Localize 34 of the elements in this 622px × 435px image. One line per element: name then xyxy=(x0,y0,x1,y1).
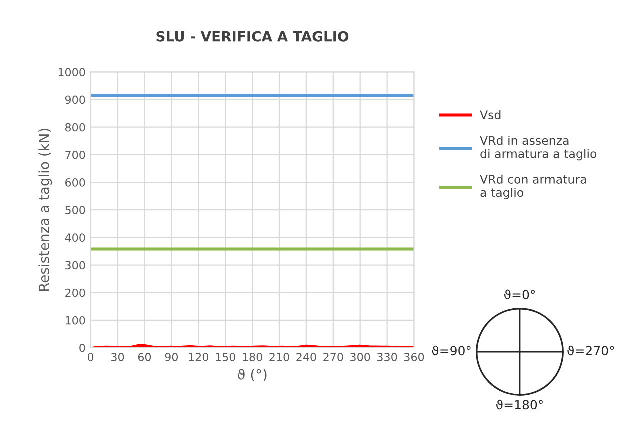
text: ϑ=180° xyxy=(496,400,543,410)
y-tick-label: 900 xyxy=(65,96,86,104)
text: ϑ=90° xyxy=(432,346,471,356)
x-axis-title: ϑ (°) xyxy=(238,369,267,382)
y-tick-label: 500 xyxy=(66,206,86,214)
x-tick-label: 180 xyxy=(243,353,262,362)
x-tick-label: 360 xyxy=(404,353,424,362)
y-tick-label: 200 xyxy=(66,288,86,298)
x-tick-label: 60 xyxy=(138,353,152,362)
x-tick-label: 330 xyxy=(378,353,398,362)
legend-label: Vsd xyxy=(480,110,501,120)
x-tick-label: 120 xyxy=(189,353,208,362)
x-tick-label: 0 xyxy=(88,353,94,362)
x-tick-label: 210 xyxy=(270,353,290,362)
x-tick-label: 270 xyxy=(324,353,344,362)
y-tick-label: 800 xyxy=(65,123,86,132)
text: ϑ=0° xyxy=(504,290,536,300)
legend-label: VRd in assenza di armatura a taglio xyxy=(480,136,597,161)
x-tick-label: 150 xyxy=(216,353,236,362)
x-tick-label: 30 xyxy=(112,353,124,362)
x-tick-label: 240 xyxy=(296,353,316,362)
y-tick-label: 0 xyxy=(80,344,86,352)
text: ϑ=270° xyxy=(568,346,614,356)
y-tick-label: 600 xyxy=(66,178,86,187)
x-tick-label: 90 xyxy=(165,353,178,362)
y-tick-label: 300 xyxy=(66,261,86,270)
y-axis-title: Resistenza a taglio (kN) xyxy=(38,129,52,291)
y-tick-label: 400 xyxy=(65,234,86,242)
y-tick-label: 100 xyxy=(66,316,86,325)
y-tick-label: 1000 xyxy=(58,68,86,77)
legend-label: VRd con armatura a taglio xyxy=(480,174,586,200)
x-tick-label: 300 xyxy=(350,353,370,362)
chart-title: SLU - VERIFICA A TAGLIO xyxy=(156,31,349,42)
y-tick-label: 700 xyxy=(66,150,86,160)
